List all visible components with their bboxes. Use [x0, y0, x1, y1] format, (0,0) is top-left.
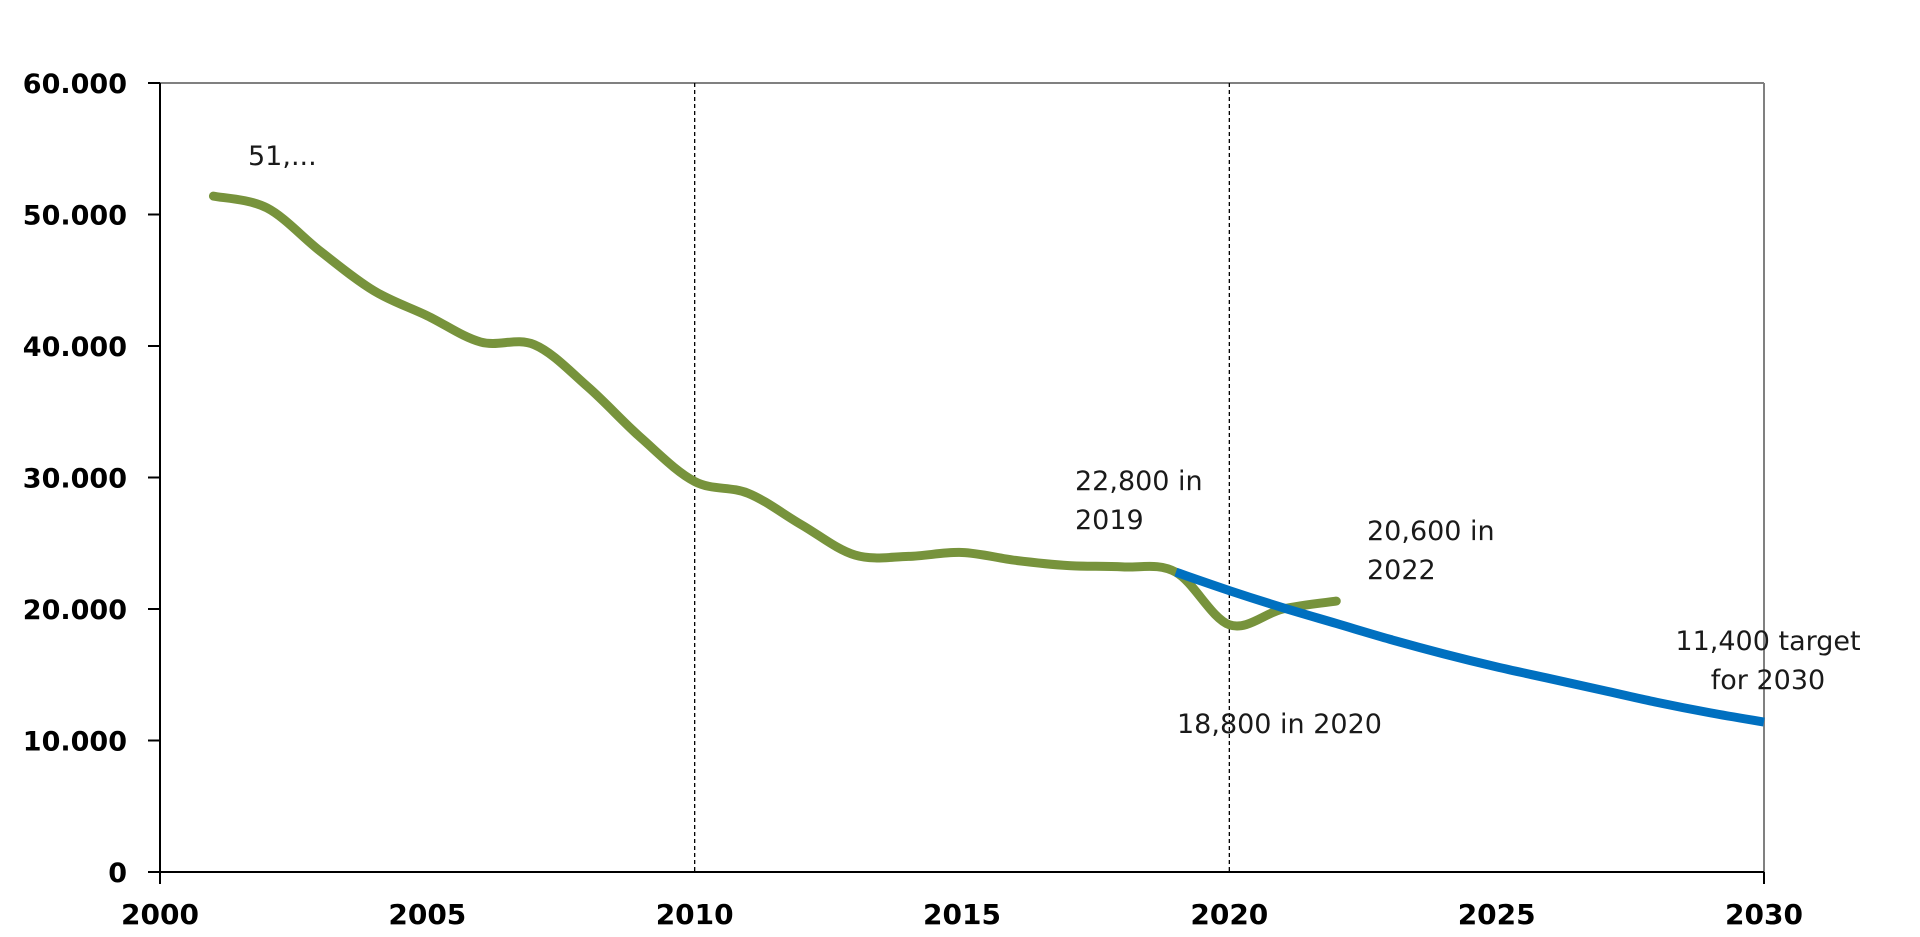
annotations: 51,... 22,800 in 2019 20,600 in 2022 18,800 i… [248, 141, 1861, 740]
y-tick-label: 0 [108, 858, 127, 889]
y-axis-ticks: 0 10.000 20.000 30.000 40.000 50.000 60.000 [23, 69, 160, 889]
annotation-2019: 22,800 in 2019 [1075, 466, 1203, 536]
annotation-text: 11,400 target [1675, 626, 1860, 657]
x-tick-label: 2020 [1190, 898, 1268, 931]
annotation-2022: 20,600 in 2022 [1367, 516, 1495, 586]
y-tick-label: 60.000 [23, 69, 127, 100]
x-tick-label: 2000 [121, 898, 199, 931]
series-actual [208, 191, 1341, 631]
y-tick-label: 40.000 [23, 332, 127, 363]
x-tick-label: 2030 [1725, 898, 1803, 931]
annotation-2001: 51,... [248, 141, 317, 172]
annotation-text: 18,800 in 2020 [1177, 709, 1382, 740]
series-group [208, 191, 1765, 727]
series-target [1174, 567, 1765, 727]
annotation-text: 22,800 in [1075, 466, 1203, 497]
y-tick-label: 50.000 [23, 201, 127, 232]
x-tick-label: 2010 [656, 898, 734, 931]
annotation-2030: 11,400 target for 2030 [1675, 626, 1860, 696]
y-tick-label: 10.000 [23, 727, 127, 758]
series-line [1174, 567, 1765, 727]
annotation-text: 20,600 in [1367, 516, 1495, 547]
x-tick-label: 2005 [388, 898, 466, 931]
annotation-text: 51,... [248, 141, 317, 172]
annotation-2020: 18,800 in 2020 [1177, 709, 1382, 740]
x-tick-label: 2025 [1458, 898, 1536, 931]
y-tick-label: 30.000 [23, 464, 127, 495]
annotation-text: 2019 [1075, 505, 1144, 536]
x-axis-ticks: 2000 2005 2010 2015 2020 2025 2030 [121, 872, 1803, 931]
plot-frame [159, 82, 1765, 873]
annotation-text: 2022 [1367, 555, 1436, 586]
series-line [208, 191, 1341, 631]
annotation-text: for 2030 [1711, 665, 1825, 696]
y-tick-label: 20.000 [23, 595, 127, 626]
x-tick-label: 2015 [923, 898, 1001, 931]
